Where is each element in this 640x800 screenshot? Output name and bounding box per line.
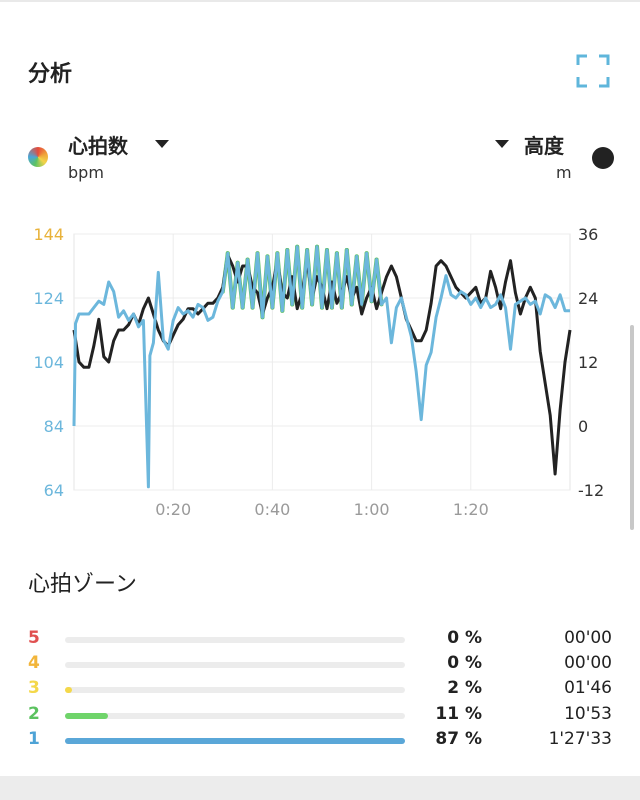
zone-percent: 0 % xyxy=(447,653,482,673)
chevron-down-icon[interactable] xyxy=(495,140,509,148)
zone-number: 5 xyxy=(28,628,40,648)
chevron-down-icon[interactable] xyxy=(155,140,169,148)
zone-number: 1 xyxy=(28,729,40,749)
y-axis-right-tick-label: -12 xyxy=(578,481,604,500)
zone-time: 00'00 xyxy=(564,628,612,648)
analysis-chart[interactable]: 144 124 104 84 64 36 24 12 0 -12 0:20 0:40 1:00 1:2… xyxy=(0,220,640,530)
heart-rate-series-line xyxy=(72,245,570,489)
right-metric-unit: m xyxy=(556,163,572,182)
y-axis-left-tick-label: 84 xyxy=(44,417,64,436)
zone-number: 2 xyxy=(28,704,40,724)
zone-progress-fill xyxy=(65,687,72,693)
zone-progress-track xyxy=(65,738,405,744)
zone-row-5: 5 0 % 00'00 xyxy=(0,628,640,652)
x-axis-tick-label: 0:20 xyxy=(155,500,191,519)
altitude-series-line xyxy=(72,253,572,476)
zone-progress-fill xyxy=(65,738,405,744)
y-axis-left-tick-label: 64 xyxy=(44,481,64,500)
y-axis-left-tick-label: 144 xyxy=(33,225,64,244)
scrollbar[interactable] xyxy=(630,325,634,530)
zone-percent: 2 % xyxy=(447,678,482,698)
bottom-bar xyxy=(0,776,640,800)
zone-row-4: 4 0 % 00'00 xyxy=(0,653,640,677)
y-axis-left-tick-label: 104 xyxy=(33,353,64,372)
left-metric-selector[interactable]: 心拍数 xyxy=(68,134,128,158)
zone-number: 3 xyxy=(28,678,40,698)
zone-time: 00'00 xyxy=(564,653,612,673)
y-axis-right-tick-label: 0 xyxy=(578,417,588,436)
expand-icon[interactable] xyxy=(576,54,610,88)
y-axis-right-tick-label: 36 xyxy=(578,225,598,244)
zone-row-2: 2 11 % 10'53 xyxy=(0,704,640,728)
y-axis-left-tick-label: 124 xyxy=(33,289,64,308)
zone-time: 10'53 xyxy=(564,704,612,724)
altitude-color-icon xyxy=(592,147,614,169)
heart-rate-zones-title: 心拍ゾーン xyxy=(28,572,137,597)
zone-percent: 87 % xyxy=(435,729,482,749)
zone-percent: 0 % xyxy=(447,628,482,648)
zone-progress-track xyxy=(65,713,405,719)
right-metric-selector[interactable]: 高度 xyxy=(524,134,564,158)
zone-row-3: 3 2 % 01'46 xyxy=(0,678,640,702)
page-title: 分析 xyxy=(28,62,73,87)
zone-progress-track xyxy=(65,687,405,693)
zone-progress-fill xyxy=(65,713,108,719)
x-axis-tick-label: 0:40 xyxy=(254,500,290,519)
zone-time: 1'27'33 xyxy=(548,729,612,749)
top-divider xyxy=(0,0,640,2)
y-axis-right-tick-label: 12 xyxy=(578,353,598,372)
zone-row-1: 1 87 % 1'27'33 xyxy=(0,729,640,753)
zone-number: 4 xyxy=(28,653,40,673)
zone-time: 01'46 xyxy=(564,678,612,698)
zone-progress-track xyxy=(65,662,405,668)
zone-percent: 11 % xyxy=(435,704,482,724)
x-axis-tick-label: 1:20 xyxy=(453,500,489,519)
left-metric-unit: bpm xyxy=(68,163,104,182)
y-axis-right-tick-label: 24 xyxy=(578,289,598,308)
zone-progress-track xyxy=(65,637,405,643)
heart-rate-color-icon xyxy=(28,147,48,167)
x-axis-tick-label: 1:00 xyxy=(354,500,390,519)
